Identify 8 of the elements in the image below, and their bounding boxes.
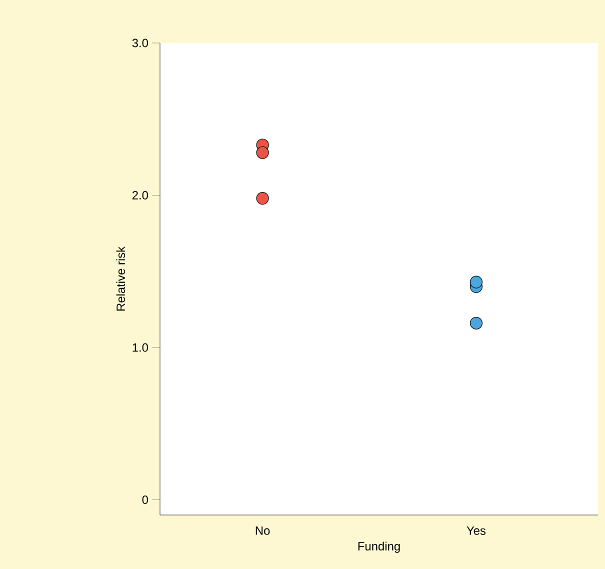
y-tick-label: 3.0: [132, 38, 148, 48]
x-axis-title: Funding: [358, 542, 400, 553]
x-tick-label: Yes: [466, 526, 486, 535]
x-tick-label: No: [256, 526, 270, 535]
y-tick-label: 1.0: [132, 343, 148, 352]
y-tick-label: 2.0: [132, 191, 148, 200]
y-tick-label: 0: [142, 496, 148, 504]
y-axis-title: Relative risk: [116, 246, 126, 311]
